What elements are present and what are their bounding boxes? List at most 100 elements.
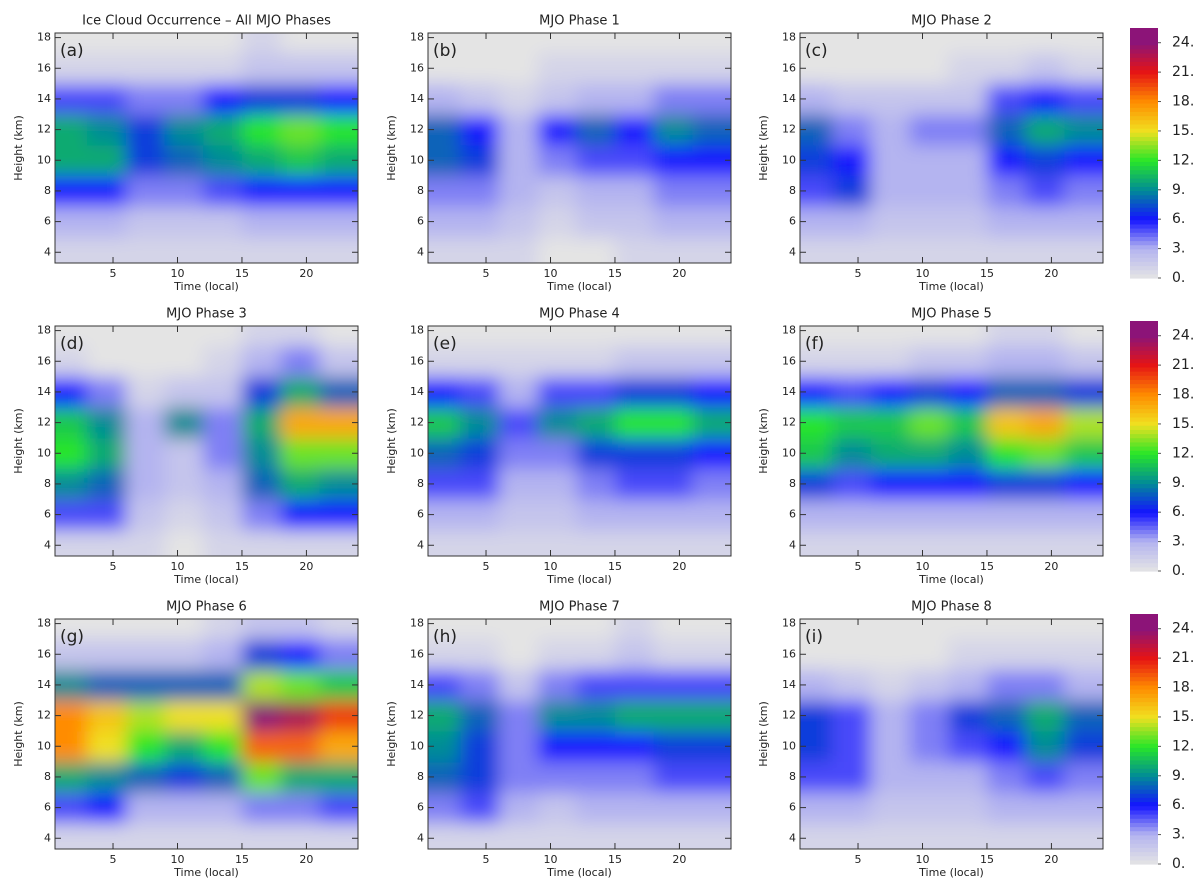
heatmap-cell (164, 345, 204, 378)
colorbar-segment (1130, 441, 1158, 447)
colorbar-segment (1130, 78, 1158, 83)
heatmap-cell (909, 236, 949, 263)
heatmap-cell (870, 175, 911, 207)
x-tick-label: 20 (672, 560, 686, 573)
heatmap-cell (164, 468, 204, 500)
heatmap-cell (1064, 499, 1103, 531)
heatmap-cell (55, 236, 88, 263)
heatmap-cell (948, 529, 988, 556)
x-tick-label: 5 (110, 853, 117, 866)
y-tick-label: 12 (782, 123, 796, 136)
y-tick-label: 4 (789, 245, 796, 258)
heatmap-cell (692, 468, 731, 500)
heatmap-cell (870, 468, 911, 500)
colorbar-segment (1130, 57, 1158, 62)
heatmap-cell (319, 175, 358, 207)
heatmap-cell (614, 345, 655, 378)
plot-frame (54, 325, 359, 557)
y-tick-label: 16 (37, 61, 51, 74)
y-tick-label: 16 (410, 354, 424, 367)
heatmap-cell (498, 822, 539, 849)
colorbar-segment (1130, 709, 1158, 715)
heatmap-cell (692, 437, 731, 470)
heatmap-cell (1064, 236, 1103, 263)
heatmap-cell (653, 700, 693, 732)
heatmap-cell (576, 144, 616, 177)
heatmap-cell (909, 700, 949, 732)
heatmap-cell (576, 822, 616, 849)
y-tick-label: 8 (44, 770, 51, 783)
colorbar-segment (1130, 36, 1158, 42)
heatmap-cell (909, 345, 949, 378)
heatmap-cell (870, 236, 911, 263)
heatmap-cell (125, 761, 166, 793)
heatmap-cell (909, 730, 949, 763)
x-tick-label: 10 (170, 267, 184, 280)
panel-label: (e) (433, 334, 457, 354)
colorbar-segment (1130, 462, 1158, 468)
heatmap-cell (241, 822, 282, 849)
heatmap-cell (614, 529, 655, 556)
heatmap-cell (870, 529, 911, 556)
heatmap-cell (653, 730, 693, 763)
heatmap-cell (280, 730, 320, 763)
heatmap-cell (614, 437, 655, 470)
colorbar-label: 15. (1172, 416, 1194, 432)
colorbar-segment (1130, 826, 1158, 832)
heatmap (55, 33, 358, 263)
colorbar: 0. 3. 6. 9. 12. 15. 18. 21. 24. (1130, 614, 1194, 872)
heatmap-cell (832, 619, 872, 640)
plot-frame (427, 618, 732, 850)
y-tick-label: 4 (417, 831, 424, 844)
colorbar-segment (1130, 689, 1158, 694)
colorbar-segment (1130, 466, 1158, 472)
heatmap-cell (653, 83, 693, 115)
y-tick-label: 14 (782, 92, 796, 105)
heatmap-cell (832, 638, 872, 671)
colorbar-segment (1130, 244, 1158, 250)
heatmap-cell (241, 407, 282, 439)
heatmap-cell (832, 407, 872, 439)
heatmap-cell (692, 529, 731, 556)
x-axis-label: Time (local) (918, 573, 984, 586)
heatmap-cell (203, 83, 243, 115)
heatmap-cell (948, 619, 988, 640)
heatmap-cell (1064, 619, 1103, 640)
heatmap-cell (498, 83, 539, 115)
colorbar-segment (1130, 329, 1158, 335)
colorbar-segment (1130, 768, 1158, 773)
heatmap-cell (460, 236, 500, 263)
heatmap-cell (1025, 33, 1065, 54)
heatmap-cell (203, 529, 243, 556)
colorbar-label: 0. (1172, 270, 1185, 286)
colorbar-label: 15. (1172, 709, 1194, 725)
y-axis-label: Height (km) (385, 701, 398, 767)
x-tick-label: 10 (170, 853, 184, 866)
heatmap-cell (614, 407, 655, 439)
heatmap-cell (55, 822, 88, 849)
colorbar-segment (1130, 751, 1158, 757)
panel-label: (i) (805, 627, 823, 647)
heatmap-cell (460, 376, 500, 408)
heatmap-cell (460, 499, 500, 531)
colorbar-segment (1130, 265, 1158, 271)
y-tick-label: 10 (782, 739, 796, 752)
heatmap-cell (986, 792, 1027, 824)
heatmap-cell (428, 822, 461, 849)
heatmap-cell (986, 52, 1027, 85)
colorbar-label: 24. (1172, 328, 1194, 344)
heatmap-cell (280, 326, 320, 347)
y-tick-label: 14 (37, 678, 51, 691)
colorbar-segment (1130, 718, 1158, 723)
colorbar-segment (1130, 784, 1158, 790)
colorbar-segment (1130, 148, 1158, 154)
plot-area (800, 33, 1103, 263)
heatmap-cell (164, 499, 204, 531)
heatmap-cell (948, 499, 988, 531)
panel-label: (f) (805, 334, 824, 354)
heatmap-cell (460, 114, 500, 146)
y-tick-label: 18 (37, 31, 51, 44)
heatmap-cell (280, 700, 320, 732)
heatmap-cell (1064, 638, 1103, 671)
colorbar-segment (1130, 566, 1158, 572)
